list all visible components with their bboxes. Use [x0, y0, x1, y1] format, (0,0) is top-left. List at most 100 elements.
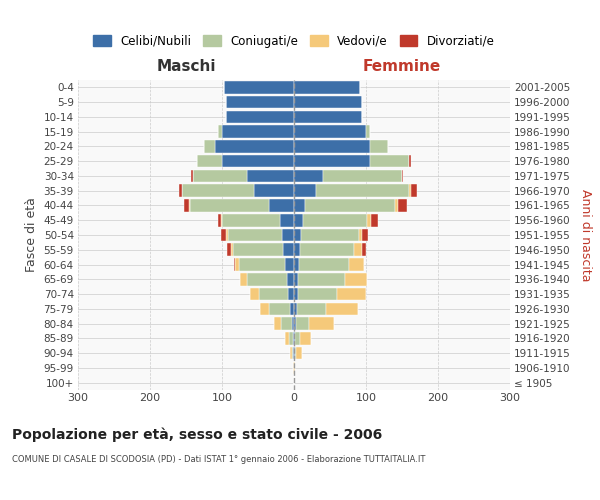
Bar: [370, 155, 409, 168]
Bar: [294, 170, 323, 182]
Bar: [280, 214, 294, 226]
Y-axis label: Fasce di età: Fasce di età: [25, 198, 38, 272]
Bar: [301, 228, 359, 241]
Bar: [233, 244, 283, 256]
Bar: [191, 170, 193, 182]
Bar: [182, 184, 254, 197]
Bar: [300, 332, 311, 344]
Bar: [179, 184, 182, 197]
Bar: [294, 318, 296, 330]
Bar: [286, 258, 294, 271]
Text: Popolazione per età, sesso e stato civile - 2006: Popolazione per età, sesso e stato civil…: [12, 428, 382, 442]
Bar: [290, 347, 292, 360]
Bar: [215, 140, 294, 152]
Bar: [294, 228, 301, 241]
Bar: [294, 96, 362, 108]
Bar: [349, 258, 364, 271]
Bar: [409, 155, 410, 168]
Bar: [292, 347, 293, 360]
Bar: [294, 126, 366, 138]
Bar: [292, 318, 294, 330]
Bar: [298, 288, 337, 300]
Bar: [359, 228, 362, 241]
Bar: [337, 288, 366, 300]
Bar: [247, 170, 294, 182]
Bar: [409, 184, 412, 197]
Bar: [197, 155, 222, 168]
Bar: [222, 155, 294, 168]
Bar: [294, 273, 298, 285]
Bar: [370, 140, 388, 152]
Bar: [300, 244, 354, 256]
Bar: [282, 228, 294, 241]
Bar: [305, 199, 395, 212]
Bar: [290, 302, 294, 315]
Bar: [294, 140, 370, 152]
Bar: [228, 228, 282, 241]
Bar: [222, 126, 294, 138]
Bar: [269, 302, 290, 315]
Bar: [294, 332, 295, 344]
Bar: [294, 81, 360, 94]
Bar: [240, 273, 247, 285]
Text: COMUNE DI CASALE DI SCODOSIA (PD) - Dati ISTAT 1° gennaio 2006 - Elaborazione TU: COMUNE DI CASALE DI SCODOSIA (PD) - Dati…: [12, 455, 425, 464]
Bar: [302, 214, 367, 226]
Bar: [295, 347, 296, 360]
Bar: [362, 228, 368, 241]
Bar: [354, 244, 362, 256]
Bar: [296, 347, 302, 360]
Bar: [260, 302, 269, 315]
Bar: [412, 184, 417, 197]
Bar: [402, 170, 403, 182]
Bar: [294, 347, 295, 360]
Bar: [190, 199, 269, 212]
Text: Maschi: Maschi: [156, 59, 216, 74]
Bar: [293, 362, 294, 374]
Bar: [323, 170, 402, 182]
Bar: [395, 199, 398, 212]
Bar: [345, 273, 367, 285]
Bar: [226, 110, 294, 123]
Bar: [287, 273, 294, 285]
Bar: [283, 244, 294, 256]
Bar: [221, 214, 222, 226]
Text: Femmine: Femmine: [363, 59, 441, 74]
Bar: [371, 214, 378, 226]
Bar: [227, 244, 230, 256]
Bar: [221, 228, 226, 241]
Bar: [366, 126, 370, 138]
Bar: [299, 258, 349, 271]
Bar: [294, 244, 300, 256]
Bar: [269, 199, 294, 212]
Bar: [297, 302, 326, 315]
Bar: [362, 244, 366, 256]
Bar: [294, 362, 295, 374]
Bar: [250, 288, 259, 300]
Bar: [224, 81, 294, 94]
Bar: [295, 332, 300, 344]
Bar: [294, 184, 316, 197]
Bar: [367, 214, 371, 226]
Bar: [281, 318, 292, 330]
Bar: [274, 318, 281, 330]
Bar: [259, 288, 288, 300]
Bar: [293, 347, 294, 360]
Bar: [294, 155, 370, 168]
Bar: [293, 332, 294, 344]
Bar: [218, 214, 221, 226]
Bar: [294, 258, 299, 271]
Bar: [294, 110, 362, 123]
Bar: [226, 228, 228, 241]
Bar: [226, 96, 294, 108]
Bar: [193, 170, 247, 182]
Bar: [289, 332, 293, 344]
Bar: [294, 199, 305, 212]
Bar: [309, 318, 334, 330]
Bar: [326, 302, 358, 315]
Bar: [284, 332, 289, 344]
Bar: [184, 199, 189, 212]
Bar: [316, 184, 409, 197]
Y-axis label: Anni di nascita: Anni di nascita: [579, 188, 592, 281]
Bar: [230, 244, 233, 256]
Bar: [189, 199, 190, 212]
